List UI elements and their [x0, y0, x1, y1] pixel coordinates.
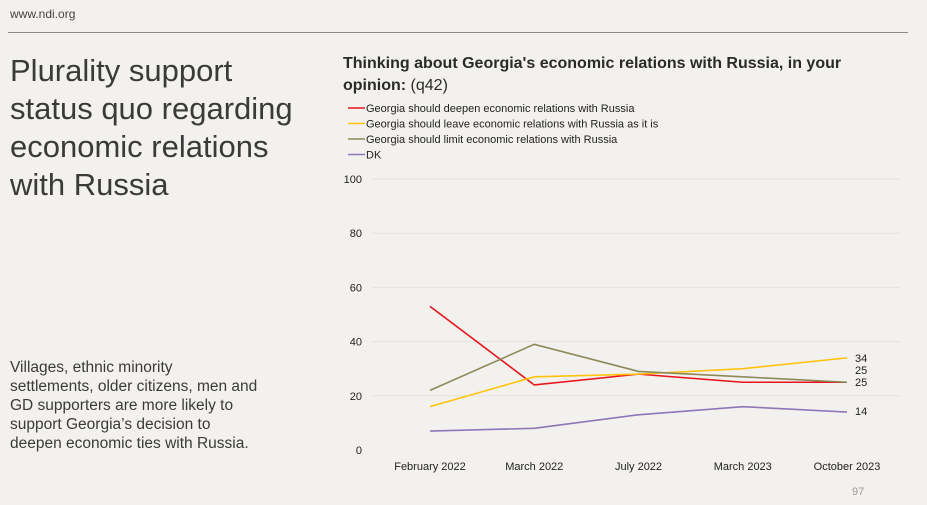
chart-title-main: Thinking about Georgia's economic relati…	[343, 55, 842, 94]
legend-label: Georgia should leave economic relations …	[366, 119, 659, 131]
y-tick-label: 60	[350, 282, 362, 294]
legend-label: DK	[366, 150, 382, 162]
legend-label: Georgia should limit economic relations …	[366, 134, 618, 146]
header-divider	[8, 32, 908, 33]
series-line	[429, 405, 848, 432]
summary-text: Villages, ethnic minority settlements, o…	[10, 359, 258, 452]
data-label: 14	[855, 406, 867, 418]
legend-label: Georgia should deepen economic relations…	[366, 103, 635, 115]
data-label: 25	[855, 377, 867, 389]
y-tick-label: 0	[356, 445, 362, 457]
x-tick-label: March 2022	[505, 461, 563, 473]
chart-title: Thinking about Georgia's economic relati…	[343, 53, 903, 97]
series-line	[429, 357, 848, 408]
y-tick-label: 40	[350, 337, 362, 349]
y-tick-label: 80	[350, 228, 362, 240]
y-tick-label: 20	[350, 391, 362, 403]
series-line	[429, 305, 847, 386]
site-url: www.ndi.org	[10, 7, 76, 21]
page-headline: Plurality support status quo regarding e…	[10, 53, 293, 202]
chart-title-suffix: (q42)	[410, 77, 448, 94]
series-line	[429, 343, 848, 392]
x-tick-label: July 2022	[615, 461, 662, 473]
data-label: 34	[855, 353, 867, 365]
y-tick-label: 100	[344, 174, 362, 186]
page-number: 97	[852, 486, 865, 498]
x-tick-label: October 2023	[814, 461, 881, 473]
x-tick-label: March 2023	[714, 461, 772, 473]
data-label: 25	[855, 365, 867, 377]
x-tick-label: February 2022	[394, 461, 466, 473]
